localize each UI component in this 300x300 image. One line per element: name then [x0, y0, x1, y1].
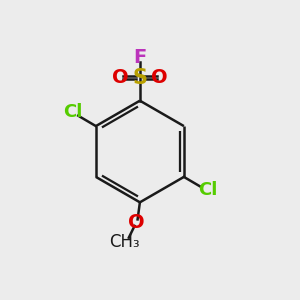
Text: O: O: [128, 213, 145, 232]
Text: O: O: [151, 68, 168, 87]
Text: CH₃: CH₃: [110, 233, 140, 251]
Text: Cl: Cl: [198, 181, 218, 199]
Text: F: F: [133, 48, 146, 67]
Text: S: S: [132, 68, 147, 88]
Text: O: O: [112, 68, 129, 87]
Text: Cl: Cl: [63, 103, 82, 121]
